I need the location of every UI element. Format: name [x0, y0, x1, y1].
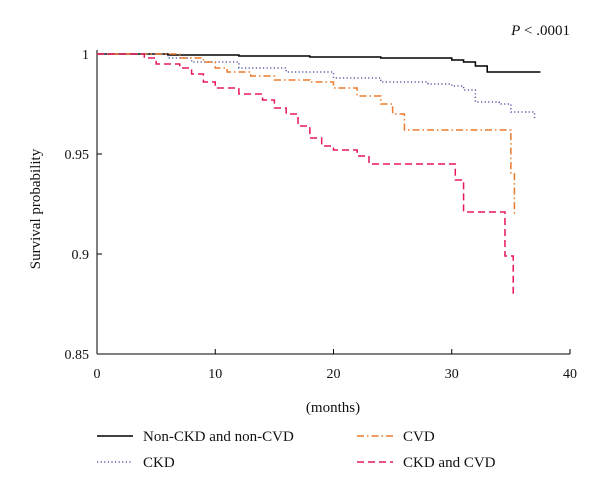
series-layer: [97, 53, 541, 294]
series-line-ckd-and-cvd: [97, 53, 514, 294]
legend-label-non-ckd-and-non-cvd: Non-CKD and non-CVD: [143, 429, 294, 445]
legend-label-ckd: CKD: [143, 455, 175, 471]
x-tick-label: 0: [94, 367, 101, 382]
series-line-ckd: [97, 53, 536, 118]
p-value-text: < .0001: [520, 23, 570, 39]
y-tick-label: 0.85: [65, 348, 90, 363]
y-tick-label: 0.9: [72, 248, 90, 263]
y-tick-label: 0.95: [65, 148, 90, 163]
y-axis-title: Survival probability: [28, 148, 44, 269]
x-tick-label: 40: [563, 367, 577, 382]
legend-label-ckd-and-cvd: CKD and CVD: [403, 455, 496, 471]
series-line-cvd: [97, 53, 516, 214]
x-axis-title: (months): [306, 400, 360, 416]
series-line-non-ckd-and-non-cvd: [97, 53, 541, 73]
y-tick-label: 1: [82, 48, 89, 63]
x-tick-label: 10: [208, 367, 222, 382]
p-value-annotation: P < .0001: [510, 23, 570, 39]
legend: Non-CKD and non-CVD CKD CVD CKD and CVD: [97, 429, 496, 471]
x-tick-label: 30: [445, 367, 459, 382]
legend-label-cvd: CVD: [403, 429, 435, 445]
x-tick-label: 20: [327, 367, 341, 382]
p-value-symbol: P: [510, 23, 520, 39]
